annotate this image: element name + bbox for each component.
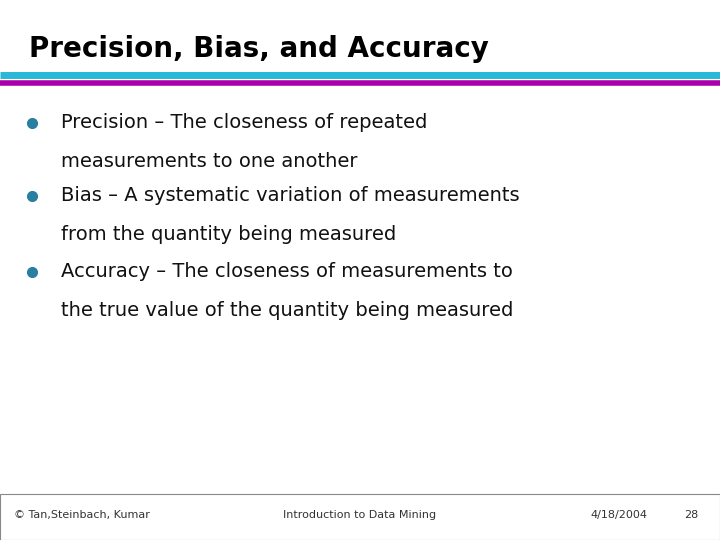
Text: Precision, Bias, and Accuracy: Precision, Bias, and Accuracy	[29, 35, 489, 63]
Text: from the quantity being measured: from the quantity being measured	[61, 225, 397, 244]
Text: Bias – A systematic variation of measurements: Bias – A systematic variation of measure…	[61, 186, 520, 205]
Text: Introduction to Data Mining: Introduction to Data Mining	[284, 510, 436, 521]
Text: measurements to one another: measurements to one another	[61, 152, 358, 171]
Text: Precision – The closeness of repeated: Precision – The closeness of repeated	[61, 113, 428, 132]
Text: 4/18/2004: 4/18/2004	[590, 510, 647, 521]
Text: © Tan,Steinbach, Kumar: © Tan,Steinbach, Kumar	[14, 510, 150, 521]
Text: Accuracy – The closeness of measurements to: Accuracy – The closeness of measurements…	[61, 262, 513, 281]
Text: the true value of the quantity being measured: the true value of the quantity being mea…	[61, 301, 513, 320]
Text: 28: 28	[684, 510, 698, 521]
